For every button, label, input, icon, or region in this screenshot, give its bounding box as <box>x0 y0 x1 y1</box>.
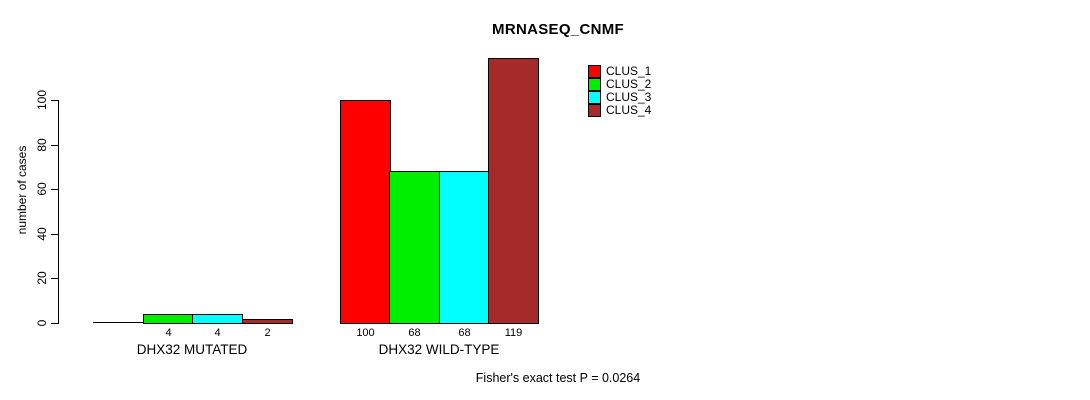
y-tick <box>51 189 58 190</box>
legend: CLUS_1 CLUS_2 CLUS_3 CLUS_4 <box>588 65 651 117</box>
bar <box>488 58 539 324</box>
legend-label: CLUS_3 <box>606 90 652 104</box>
chart-title: MRNASEQ_CNMF <box>492 21 624 38</box>
bar <box>143 314 194 324</box>
legend-label: CLUS_4 <box>606 103 652 117</box>
legend-swatch <box>588 104 601 117</box>
legend-item: CLUS_3 <box>588 91 651 104</box>
bar <box>242 319 293 324</box>
bar <box>192 314 243 324</box>
y-axis-line <box>58 100 59 324</box>
y-tick <box>51 278 58 279</box>
y-tick-label: 40 <box>35 227 49 241</box>
y-tick-label: 0 <box>35 319 49 327</box>
legend-swatch <box>588 65 601 78</box>
y-tick-label: 60 <box>35 182 49 196</box>
bar-value-label: 119 <box>504 327 523 339</box>
bar-value-label: 4 <box>165 327 172 339</box>
y-tick <box>51 145 58 146</box>
y-tick-label: 100 <box>35 89 49 111</box>
y-tick <box>51 323 58 324</box>
bar-value-label: 100 <box>356 327 375 339</box>
legend-swatch <box>588 91 601 104</box>
legend-swatch <box>588 78 601 91</box>
group-label: DHX32 WILD-TYPE <box>378 342 500 357</box>
y-tick <box>51 100 58 101</box>
fisher-annotation: Fisher's exact test P = 0.0264 <box>475 371 641 385</box>
legend-item: CLUS_2 <box>588 78 651 91</box>
legend-item: CLUS_1 <box>588 65 651 78</box>
legend-label: CLUS_2 <box>606 77 652 91</box>
legend-label: CLUS_1 <box>606 64 652 78</box>
bar <box>439 171 490 324</box>
legend-item: CLUS_4 <box>588 104 651 117</box>
y-tick-label: 80 <box>35 138 49 152</box>
bar <box>93 322 144 323</box>
bar-value-label: 68 <box>408 327 421 339</box>
y-tick-label: 20 <box>35 271 49 285</box>
bar <box>389 171 440 324</box>
bar-value-label: 2 <box>264 327 271 339</box>
bar <box>340 100 391 324</box>
bar-value-label: 4 <box>214 327 221 339</box>
y-tick <box>51 234 58 235</box>
group-label: DHX32 MUTATED <box>136 342 248 357</box>
bar-value-label: 68 <box>458 327 471 339</box>
